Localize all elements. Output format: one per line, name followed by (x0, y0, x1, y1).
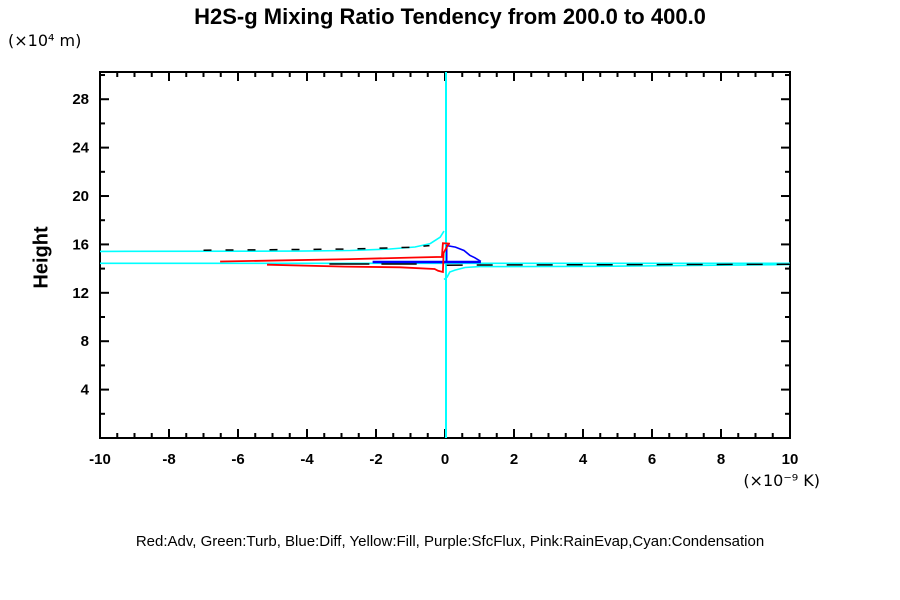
x-tick-label: -8 (162, 451, 175, 468)
x-tick-label: 2 (510, 451, 518, 468)
x-tick-label: 4 (579, 451, 588, 468)
x-axis-unit-label: (×10⁻⁹ K) (743, 471, 820, 490)
y-axis-unit-label: (×10⁴ m) (8, 31, 82, 50)
y-tick-label: 20 (72, 188, 89, 205)
x-tick-label: 0 (441, 451, 449, 468)
x-tick-label: -4 (300, 451, 314, 468)
y-tick-label: 4 (81, 382, 90, 399)
y-tick-label: 8 (81, 333, 89, 350)
y-tick-label: 24 (72, 140, 89, 157)
x-tick-label: -2 (369, 451, 382, 468)
series-color-legend: Red:Adv, Green:Turb, Blue:Diff, Yellow:F… (135, 533, 765, 550)
series-condensation-upper-branch (99, 230, 445, 253)
y-tick-label: 12 (72, 285, 89, 302)
series-condensation-dip-branch (443, 263, 791, 281)
x-tick-label: -6 (231, 451, 244, 468)
series-adv-curve (220, 242, 451, 274)
y-tick-label: 28 (72, 91, 89, 108)
series-dashed-lower-right-reference (446, 263, 791, 266)
x-tick-label: 10 (782, 451, 799, 468)
x-tick-label: -10 (89, 451, 111, 468)
series-diff-spike (445, 244, 482, 263)
x-tick-label: 8 (717, 451, 725, 468)
chart-title: H2S-g Mixing Ratio Tendency from 200.0 t… (194, 4, 706, 29)
x-tick-label: 6 (648, 451, 656, 468)
y-tick-label: 16 (72, 236, 89, 253)
